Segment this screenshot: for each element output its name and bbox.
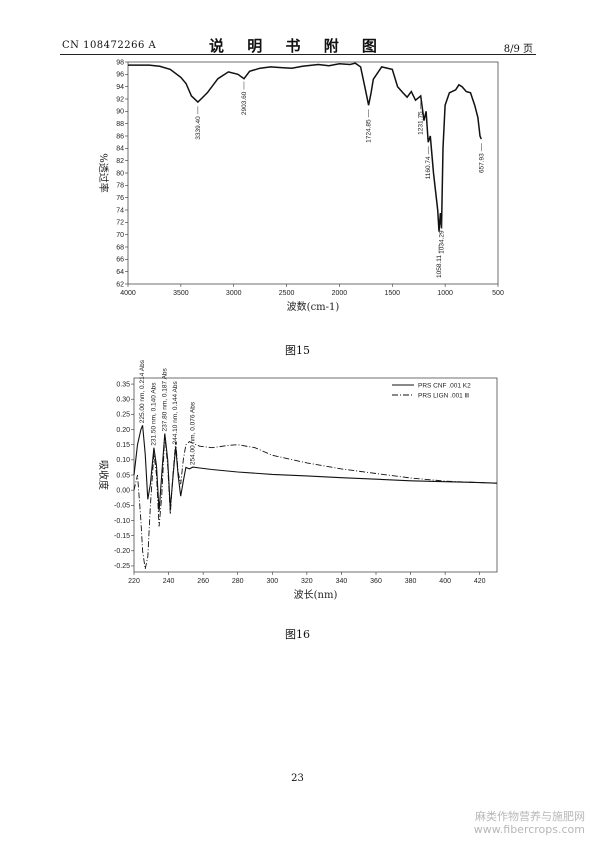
peak-label: 254.00 nm, 0.076 Abs <box>189 401 196 465</box>
peak-label: 225.00 nm, 0.214 Abs <box>139 359 146 423</box>
y-tick-label: 66 <box>116 257 124 264</box>
peak-label: 3339.40 <box>195 116 202 140</box>
peak-label: 1058.11 <box>436 255 443 278</box>
x-tick-label: 3000 <box>226 290 242 297</box>
x-tick-label: 4000 <box>120 290 136 297</box>
y-tick-label: 0.15 <box>116 442 130 449</box>
y-tick-label: 0.10 <box>116 457 130 464</box>
x-tick-label: 360 <box>370 578 382 585</box>
peak-label: 1231.75 <box>418 111 425 135</box>
y-tick-label: 0.00 <box>116 487 130 494</box>
peak-label: 2903.60 <box>241 91 248 115</box>
x-tick-label: 400 <box>439 578 451 585</box>
y-tick-label: 70 <box>116 232 124 239</box>
y-tick-label: -0.05 <box>114 503 130 510</box>
y-tick-label: 68 <box>116 244 124 251</box>
peak-label: 1034.29 <box>439 230 446 254</box>
y-tick-label: 74 <box>116 207 124 214</box>
legend-label: PRS CNF .001 K2 <box>418 382 471 389</box>
x-tick-label: 3500 <box>173 290 189 297</box>
y-axis-label: 吸收度 <box>97 460 110 490</box>
ftir-spectrum-chart: 4000 3500 3000 2500 2000 1500 1000 500 62 64 66 68 7… <box>97 59 504 313</box>
x-tick-label: 1500 <box>384 290 400 297</box>
y-tick-label: 0.20 <box>116 427 130 434</box>
y-tick-label: 80 <box>116 170 124 177</box>
x-tick-label: 1000 <box>437 290 453 297</box>
y-tick-label: 96 <box>116 72 124 79</box>
y-tick-label: 64 <box>116 269 124 276</box>
y-tick-label: 88 <box>116 121 124 128</box>
y-tick-label: 76 <box>116 195 124 202</box>
y-tick-label: 94 <box>116 84 124 91</box>
y-tick-label: 90 <box>116 109 124 116</box>
y-tick-label: 0.30 <box>116 397 130 404</box>
y-tick-label: 92 <box>116 96 124 103</box>
y-tick-label: 86 <box>116 133 124 140</box>
x-tick-label: 320 <box>301 578 313 585</box>
x-tick-label: 420 <box>474 578 486 585</box>
y-tick-label: 82 <box>116 158 124 165</box>
x-tick-label: 340 <box>336 578 348 585</box>
peak-label: 231.50 nm, 0.140 Abs <box>150 382 157 446</box>
x-tick-label: 2000 <box>332 290 348 297</box>
series-line-1 <box>128 62 482 232</box>
uv-absorbance-chart: 220 240 260 280 300 320 340 360 380 400 420 -0.25 -0… <box>97 359 498 601</box>
watermark-title: 麻类作物营养与施肥网 <box>475 810 585 823</box>
page-heading: 说 明 书 附 图 <box>209 37 386 55</box>
x-tick-label: 500 <box>492 290 504 297</box>
x-tick-label: 260 <box>197 578 209 585</box>
y-tick-label: -0.15 <box>114 533 130 540</box>
x-tick-label: 380 <box>405 578 417 585</box>
patent-number: CN 108472266 A <box>62 40 157 51</box>
x-tick-label: 2500 <box>279 290 295 297</box>
x-tick-label: 220 <box>128 578 140 585</box>
peak-label: 244.10 nm, 0.144 Abs <box>172 381 179 445</box>
legend-label: PRS LIGN .001 Ⅲ <box>418 392 470 399</box>
y-tick-label: 84 <box>116 146 124 153</box>
y-tick-label: 72 <box>116 220 124 227</box>
figure-16-caption: 图16 <box>285 628 310 641</box>
figure-15-caption: 图15 <box>285 344 310 357</box>
x-axis-label: 波长(nm) <box>294 588 338 601</box>
peak-label: 1724.85 <box>366 119 373 143</box>
peak-label: 237.80 nm, 0.187 Abs <box>161 367 168 431</box>
y-tick-label: 0.25 <box>116 412 130 419</box>
x-tick-label: 280 <box>232 578 244 585</box>
y-tick-label: 98 <box>116 59 124 66</box>
y-tick-label: 78 <box>116 183 124 190</box>
y-tick-label: 62 <box>116 281 124 288</box>
watermark-url: www.fibercrops.com <box>473 823 585 836</box>
series-line-1 <box>133 425 498 512</box>
y-tick-label: 0.05 <box>116 472 130 479</box>
series-line-2 <box>133 435 498 570</box>
peak-label: 657.93 <box>478 153 485 173</box>
y-tick-label: -0.10 <box>114 518 130 525</box>
x-axis-label: 波数(cm-1) <box>287 300 340 313</box>
y-axis-label: %透过率 <box>97 153 110 193</box>
x-tick-label: 300 <box>266 578 278 585</box>
y-tick-label: 0.35 <box>116 381 130 388</box>
page-number: 23 <box>291 773 304 784</box>
page-count: 8/9 页 <box>503 44 533 55</box>
x-tick-label: 240 <box>163 578 175 585</box>
y-tick-label: -0.20 <box>114 548 130 555</box>
header-rule <box>60 54 536 55</box>
y-tick-label: -0.25 <box>114 563 130 570</box>
peak-label: 1160.74 <box>425 156 432 179</box>
